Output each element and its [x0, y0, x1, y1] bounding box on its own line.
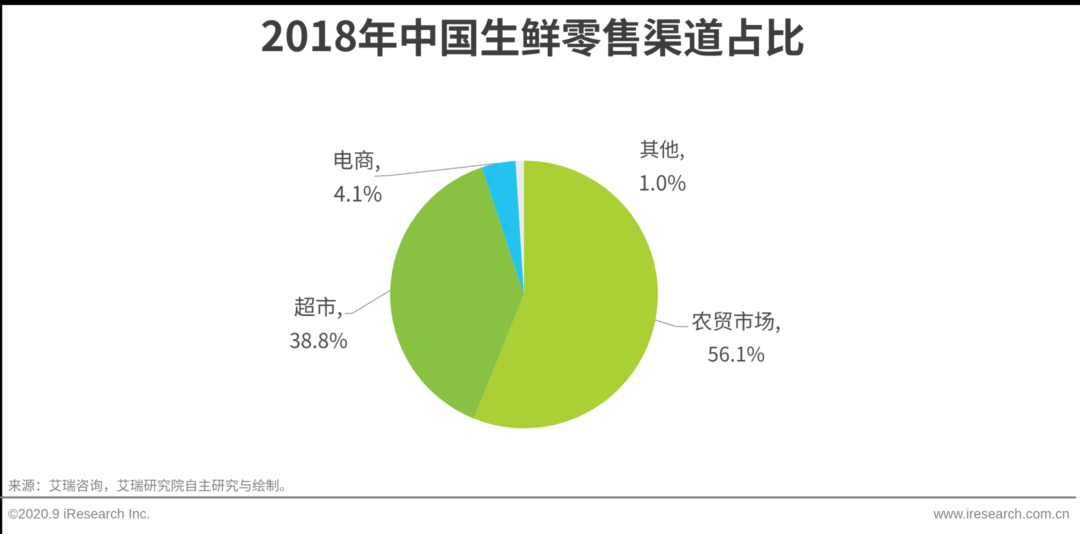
svg-text:©2020.9 iResearch Inc.: ©2020.9 iResearch Inc.: [8, 507, 150, 522]
svg-text:www.iresearch.com.cn: www.iresearch.com.cn: [933, 507, 1070, 522]
